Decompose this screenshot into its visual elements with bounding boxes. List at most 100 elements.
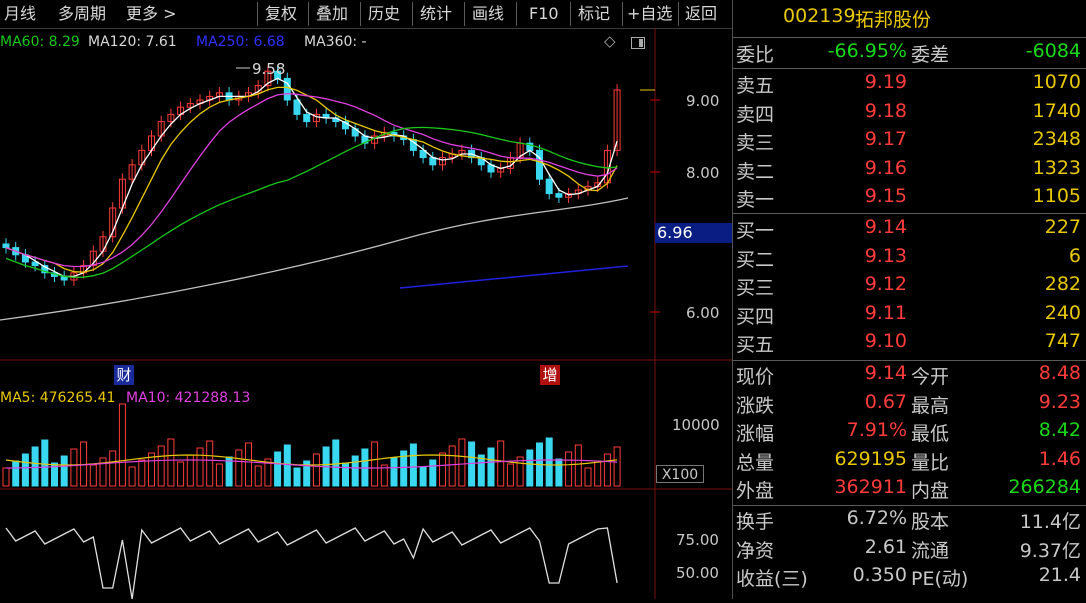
chart-toolbar: 月线 多周期 更多 > 复权 叠加 历史 统计 画线 F10 标记 +自选 返回 <box>0 0 732 29</box>
volume-bar <box>177 461 185 487</box>
stat-label: 涨跌 <box>736 394 775 417</box>
volume-bar <box>303 460 311 487</box>
volume-bar <box>555 458 563 487</box>
volume-bar <box>70 448 78 487</box>
candle-body <box>167 113 175 123</box>
ma120-label: MA120: 7.61 <box>88 34 177 50</box>
ma60-line <box>5 126 618 278</box>
candle-body <box>283 77 291 101</box>
fund-label: 净资 <box>736 539 775 562</box>
back-button[interactable]: 返回 <box>685 4 718 23</box>
volume-axis-label: 10000 <box>672 416 720 434</box>
fuquan-button[interactable]: 复权 <box>265 4 298 23</box>
fund-value: 9.37亿 <box>1019 539 1081 562</box>
volume-bar <box>351 455 359 487</box>
bid-price: 9.12 <box>864 273 907 295</box>
volume-bar <box>60 455 68 487</box>
candle-body <box>2 243 10 249</box>
tab-monthly[interactable]: 月线 <box>4 4 37 23</box>
vol-ma10-label: MA10: 421288.13 <box>126 390 251 406</box>
candle-body <box>186 103 194 108</box>
ask-price: 9.16 <box>864 156 907 179</box>
candle-body <box>439 157 446 166</box>
volume-bar <box>448 445 456 487</box>
history-button[interactable]: 历史 <box>368 4 401 23</box>
tab-multi-period[interactable]: 多周期 <box>58 4 107 23</box>
kline-chart-area[interactable]: MA60: 8.29 MA120: 7.61 MA250: 6.68 MA360… <box>0 28 732 600</box>
volume-bar <box>409 443 417 487</box>
mark-button[interactable]: 标记 <box>578 4 611 23</box>
volume-bar <box>312 453 320 487</box>
candle-body <box>419 149 427 159</box>
vol-ma10-line <box>5 459 618 469</box>
f10-button[interactable]: F10 <box>529 4 559 23</box>
stat-value: 266284 <box>1008 476 1081 498</box>
kline-chart-canvas[interactable] <box>0 28 732 600</box>
volume-bar <box>429 459 437 487</box>
volume-bar <box>516 456 524 487</box>
volume-bar <box>390 457 398 487</box>
ask-level-label: 卖二 <box>736 160 775 183</box>
ma5-line <box>5 77 618 278</box>
more-menu-button[interactable]: 更多 > <box>126 4 177 23</box>
fund-value: 11.4亿 <box>1019 511 1081 533</box>
bid-price: 9.13 <box>864 244 907 267</box>
stock-code: 002139 <box>783 5 856 27</box>
overlay-button[interactable]: 叠加 <box>316 4 349 23</box>
draw-line-button[interactable]: 画线 <box>472 4 505 23</box>
volume-bar <box>526 449 534 487</box>
ask-price: 9.17 <box>864 128 907 150</box>
panel-toggle-icon[interactable] <box>631 37 645 49</box>
candle-body <box>536 149 543 180</box>
vol-ma5-line <box>5 454 618 466</box>
volume-unit-label: X100 <box>656 465 704 483</box>
fund-value: 21.4 <box>1038 564 1081 586</box>
stat-value: 9.14 <box>864 362 907 384</box>
weicha-label: 委差 <box>911 44 950 66</box>
volume-bar <box>264 458 272 487</box>
fund-label: 收益(三) <box>736 568 808 590</box>
diamond-icon[interactable]: ◇ <box>604 32 616 50</box>
volume-bar <box>215 463 223 487</box>
add-watchlist-button[interactable]: +自选 <box>627 4 673 23</box>
ask-volume: 1070 <box>1032 71 1081 93</box>
volume-bar <box>574 444 582 487</box>
fund-value: 6.72% <box>846 507 907 529</box>
candle-body <box>41 265 49 274</box>
stat-label: 内盘 <box>911 480 950 502</box>
quote-panel: 002139 拓邦股份 委比 -66.95% 委差 -6084 卖五 9.19 10… <box>732 0 1086 599</box>
volume-bar <box>2 467 10 487</box>
volume-bar <box>51 462 58 487</box>
ask-price: 9.19 <box>864 71 907 93</box>
price-axis-label: 8.00 <box>686 164 720 182</box>
volume-bar <box>545 437 553 487</box>
volume-bar <box>157 445 165 487</box>
ask-volume: 1105 <box>1032 185 1081 207</box>
volume-bar <box>89 464 97 487</box>
financial-report-marker[interactable]: 财 <box>114 365 134 385</box>
fund-value: 2.61 <box>864 535 907 558</box>
indicator-axis-label: 75.00 <box>676 531 719 549</box>
ask-price: 9.18 <box>864 99 907 122</box>
ask-volume: 1323 <box>1032 156 1081 179</box>
volume-bar <box>419 466 427 487</box>
volume-bar <box>21 453 29 487</box>
candle-body <box>128 164 136 180</box>
volume-bar <box>487 447 495 487</box>
bid-level-label: 买四 <box>736 305 775 328</box>
candle-body <box>109 207 117 238</box>
candle-body <box>89 250 97 267</box>
stat-value: 8.42 <box>1038 419 1081 441</box>
ask-level-label: 卖三 <box>736 132 775 154</box>
share-increase-marker[interactable]: 增 <box>540 365 560 385</box>
vol-ma5-label: MA5: 476265.41 <box>0 390 116 406</box>
statistics-button[interactable]: 统计 <box>420 4 453 23</box>
volume-bar <box>477 454 485 487</box>
bid-price: 9.14 <box>864 216 907 238</box>
volume-bar <box>109 450 117 487</box>
volume-bar <box>380 464 388 487</box>
candle-body <box>293 99 301 115</box>
stat-value: 362911 <box>834 476 907 498</box>
volume-bar <box>12 460 20 487</box>
volume-bar <box>254 465 262 487</box>
